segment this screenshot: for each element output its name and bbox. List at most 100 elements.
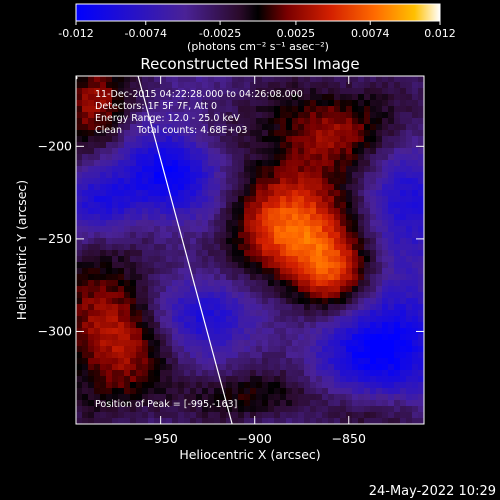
heatmap-cell xyxy=(328,106,335,113)
heatmap-cell xyxy=(94,154,101,161)
heatmap-cell xyxy=(280,172,287,179)
heatmap-cell xyxy=(418,118,424,125)
heatmap-cell xyxy=(232,154,239,161)
heatmap-cell xyxy=(388,130,395,137)
heatmap-cell xyxy=(184,280,191,287)
heatmap-cell xyxy=(238,364,245,371)
heatmap-cell xyxy=(280,154,287,161)
heatmap-cell xyxy=(100,280,107,287)
heatmap-cell xyxy=(400,178,407,185)
heatmap-cell xyxy=(148,376,155,383)
heatmap-cell xyxy=(178,226,185,233)
heatmap-cell xyxy=(358,208,365,215)
heatmap-cell xyxy=(376,394,383,401)
heatmap-cell xyxy=(352,106,359,113)
heatmap-cell xyxy=(136,352,143,359)
heatmap-cell xyxy=(262,130,269,137)
heatmap-cell xyxy=(166,118,173,125)
heatmap-cell xyxy=(148,148,155,155)
heatmap-cell xyxy=(82,334,89,341)
heatmap-cell xyxy=(418,286,424,293)
heatmap-cell xyxy=(178,244,185,251)
heatmap-cell xyxy=(292,136,299,143)
heatmap-cell xyxy=(124,112,131,119)
heatmap-cell xyxy=(208,310,215,317)
heatmap-cell xyxy=(100,136,107,143)
heatmap-cell xyxy=(400,172,407,179)
heatmap-cell xyxy=(400,268,407,275)
heatmap-cell xyxy=(136,196,143,203)
heatmap-cell xyxy=(304,244,311,251)
heatmap-cell xyxy=(370,274,377,281)
heatmap-cell xyxy=(376,358,383,365)
heatmap-cell xyxy=(358,178,365,185)
heatmap-cell xyxy=(172,190,179,197)
heatmap-cell xyxy=(208,94,215,101)
heatmap-cell xyxy=(340,94,347,101)
heatmap-cell xyxy=(238,394,245,401)
heatmap-cell xyxy=(178,370,185,377)
heatmap-cell xyxy=(334,154,341,161)
heatmap-cell xyxy=(412,358,419,365)
heatmap-cell xyxy=(232,250,239,257)
heatmap-cell xyxy=(388,280,395,287)
heatmap-cell xyxy=(364,184,371,191)
heatmap-cell xyxy=(370,106,377,113)
heatmap-cell xyxy=(160,196,167,203)
heatmap-cell xyxy=(328,238,335,245)
heatmap-cell xyxy=(118,256,125,263)
heatmap-cell xyxy=(388,304,395,311)
heatmap-cell xyxy=(256,358,263,365)
heatmap-cell xyxy=(418,238,424,245)
heatmap-cell xyxy=(226,142,233,149)
heatmap-cell xyxy=(382,136,389,143)
heatmap-cell xyxy=(112,196,119,203)
heatmap-cell xyxy=(88,160,95,167)
heatmap-cell xyxy=(94,118,101,125)
heatmap-cell xyxy=(388,382,395,389)
heatmap-cell xyxy=(352,214,359,221)
heatmap-cell xyxy=(148,400,155,407)
heatmap-cell xyxy=(154,232,161,239)
heatmap-cell xyxy=(370,214,377,221)
heatmap-cell xyxy=(160,178,167,185)
heatmap-cell xyxy=(82,184,89,191)
heatmap-cell xyxy=(106,286,113,293)
heatmap-cell xyxy=(280,382,287,389)
heatmap-cell xyxy=(340,268,347,275)
heatmap-cell xyxy=(208,400,215,407)
heatmap-cell xyxy=(292,184,299,191)
heatmap-cell xyxy=(148,322,155,329)
heatmap-cell xyxy=(376,184,383,191)
heatmap-cell xyxy=(412,250,419,257)
heatmap-cell xyxy=(304,268,311,275)
heatmap-cell xyxy=(274,352,281,359)
heatmap-cell xyxy=(172,292,179,299)
heatmap-cell xyxy=(298,256,305,263)
heatmap-cell xyxy=(244,274,251,281)
heatmap-cell xyxy=(358,172,365,179)
heatmap-cell xyxy=(232,94,239,101)
heatmap-cell xyxy=(322,214,329,221)
heatmap-cell xyxy=(334,118,341,125)
heatmap-cell xyxy=(112,226,119,233)
heatmap-cell xyxy=(382,154,389,161)
heatmap-cell xyxy=(118,184,125,191)
heatmap-cell xyxy=(172,244,179,251)
heatmap-cell xyxy=(322,220,329,227)
heatmap-cell xyxy=(244,142,251,149)
heatmap-cell xyxy=(292,400,299,407)
heatmap-cell xyxy=(76,268,83,275)
heatmap-cell xyxy=(88,304,95,311)
heatmap-cell xyxy=(328,124,335,131)
heatmap-cell xyxy=(124,400,131,407)
heatmap-cell xyxy=(130,268,137,275)
heatmap-cell xyxy=(220,106,227,113)
heatmap-cell xyxy=(142,400,149,407)
heatmap-cell xyxy=(100,262,107,269)
heatmap-cell xyxy=(382,322,389,329)
heatmap-cell xyxy=(376,370,383,377)
heatmap-cell xyxy=(298,130,305,137)
heatmap-cell xyxy=(388,136,395,143)
heatmap-cell xyxy=(238,412,245,419)
